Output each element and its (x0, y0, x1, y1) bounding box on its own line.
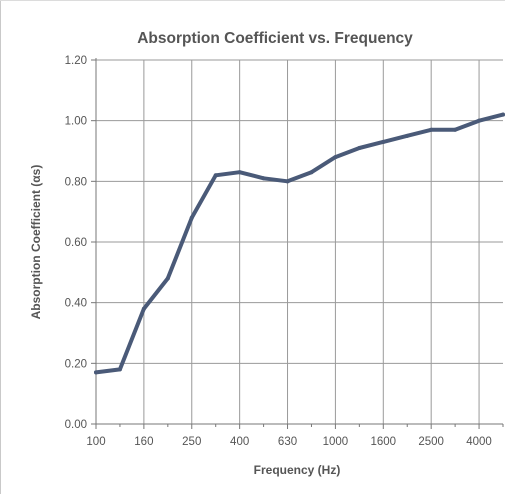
data-point (429, 127, 434, 132)
data-point (381, 139, 386, 144)
axes (91, 58, 504, 429)
y-tick-label: 0.40 (65, 298, 87, 310)
data-point (237, 170, 242, 175)
data-point (333, 155, 338, 160)
chart-title: Absorption Coefficient vs. Frequency (137, 30, 413, 47)
x-tick-label: 160 (134, 436, 153, 448)
data-point (165, 276, 170, 281)
y-tick-labels: 0.00 0.20 0.40 0.60 0.80 1.00 1.20 (65, 55, 87, 431)
y-tick-label: 1.00 (65, 116, 87, 128)
data-point (189, 215, 194, 220)
data-point (213, 173, 218, 178)
absorption-line (94, 112, 505, 375)
data-point (477, 118, 482, 123)
y-tick-label: 0.60 (65, 237, 87, 249)
series (94, 112, 505, 375)
x-tick-label: 4000 (466, 436, 492, 448)
y-tick-label: 0.20 (65, 358, 87, 370)
data-point (141, 306, 146, 311)
y-tick-label: 0.00 (65, 419, 87, 431)
x-tick-label: 2500 (418, 436, 444, 448)
y-tick-label: 0.80 (65, 176, 87, 188)
data-point (405, 133, 410, 138)
data-point (261, 176, 266, 181)
x-tick-labels: 100 160 250 400 630 1000 1600 2500 4000 (86, 436, 491, 448)
data-point (117, 367, 122, 372)
data-point (94, 370, 98, 375)
x-axis-label: Frequency (Hz) (254, 463, 341, 477)
x-tick-label: 400 (230, 436, 249, 448)
data-point (453, 127, 458, 132)
x-tick-label: 630 (278, 436, 297, 448)
top-border (0, 0, 505, 1)
grid (96, 59, 503, 424)
x-tick-label: 1000 (323, 436, 349, 448)
data-point (501, 112, 505, 117)
data-point (285, 179, 290, 184)
y-axis-label: Absorption Coefficient (αs) (29, 165, 43, 320)
x-tick-label: 250 (182, 436, 201, 448)
data-point (357, 145, 362, 150)
left-border (0, 0, 1, 494)
data-point (309, 170, 314, 175)
x-tick-label: 1600 (370, 436, 396, 448)
y-tick-label: 1.20 (65, 55, 87, 67)
x-tick-label: 100 (86, 436, 105, 448)
